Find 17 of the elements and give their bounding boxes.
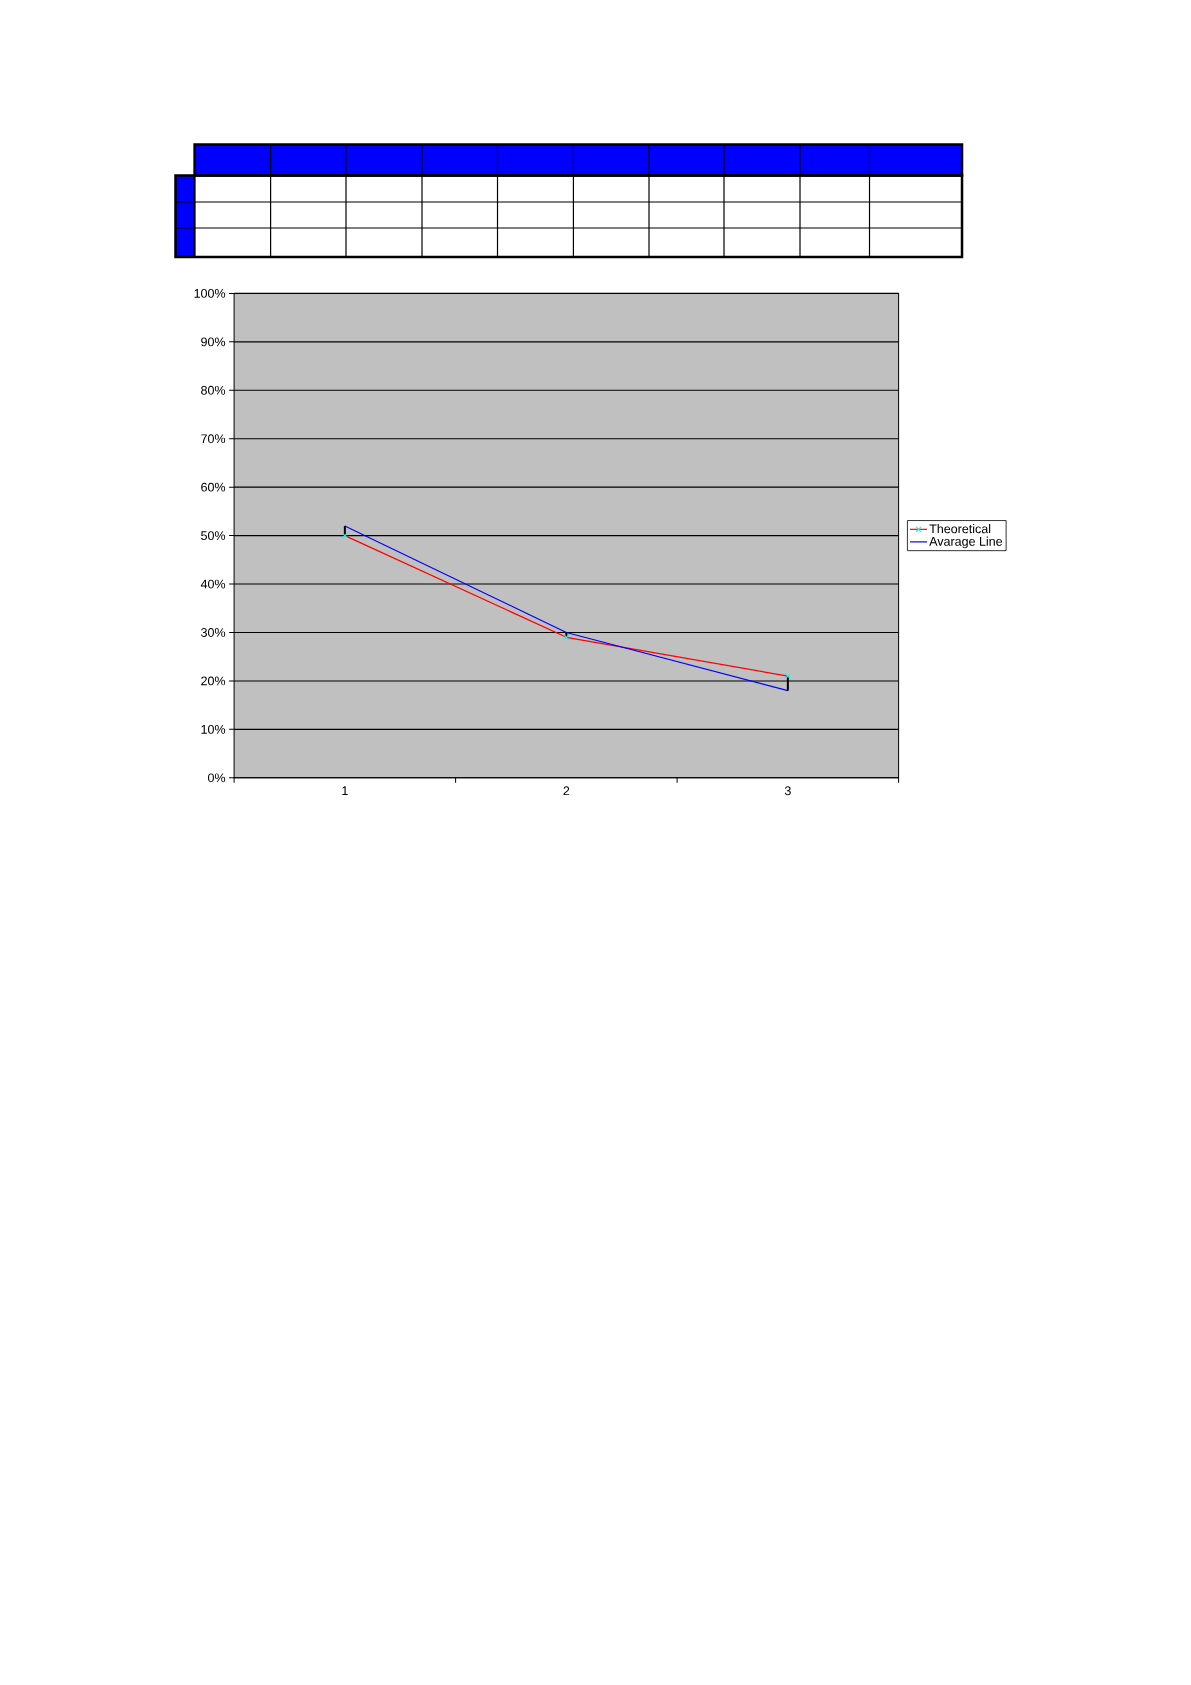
- y-tick-label: 10%: [201, 724, 226, 734]
- y-tick-label: 100%: [194, 288, 226, 298]
- x-tick-label: 2: [563, 786, 570, 796]
- y-tick-label: 50%: [201, 531, 226, 541]
- y-tick-label: 90%: [201, 337, 226, 347]
- y-tick-label: 70%: [201, 434, 226, 444]
- legend-label: Theoretical: [929, 524, 991, 534]
- y-tick-label: 60%: [201, 482, 226, 492]
- y-tick-label: 40%: [200, 579, 226, 589]
- legend-label: Avarage Line: [929, 536, 1003, 549]
- x-tick-label: 3: [784, 786, 791, 796]
- y-tick-label: 20%: [201, 676, 226, 686]
- y-tick-label: 0%: [207, 773, 226, 783]
- y-tick-label: 80%: [201, 385, 226, 395]
- point: [341, 532, 348, 539]
- x-tick-label: 1: [342, 786, 348, 795]
- y-tick-label: 30%: [201, 628, 226, 637]
